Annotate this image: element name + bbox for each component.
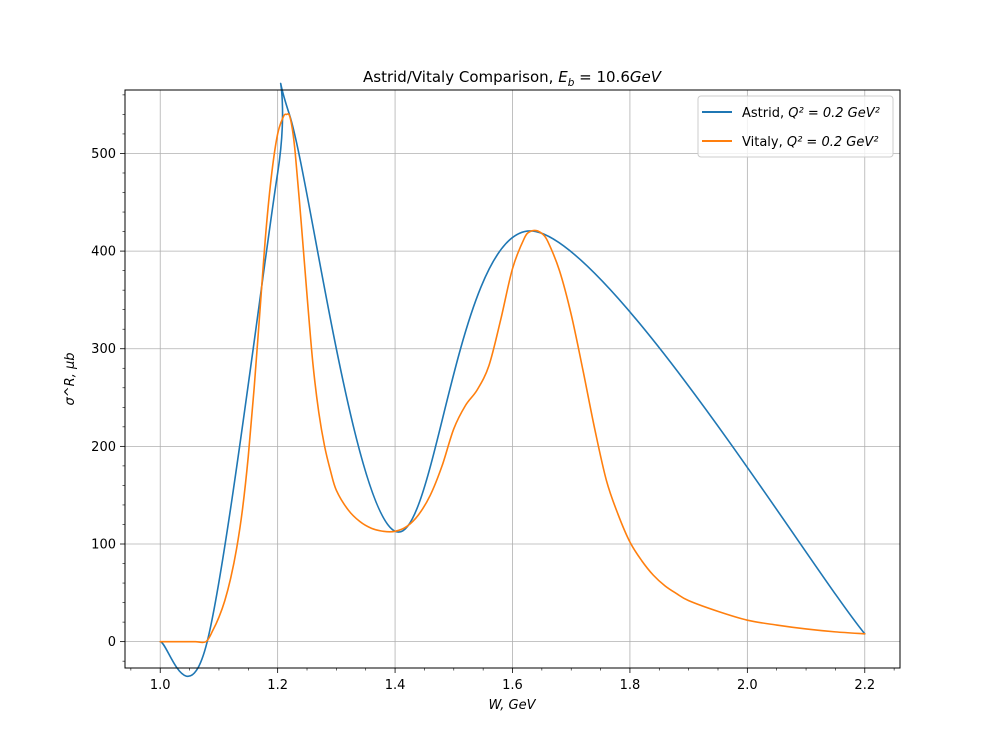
legend-box: [697, 95, 894, 158]
x-axis-label: W, GeV: [488, 698, 536, 713]
x-tick-label: 1.0: [150, 678, 171, 693]
chart-title: Astrid/Vitaly Comparison, Eb = 10.6GeV: [363, 68, 663, 89]
x-tick-label: 1.8: [620, 678, 641, 693]
y-axis: 0 100 200 300 400 500: [91, 94, 125, 662]
legend-label-vitaly: Vitaly, Q² = 0.2 GeV²: [742, 135, 878, 150]
x-axis: 1.0 1.2 1.4 1.6 1.8 2.0 2.2: [130, 668, 895, 693]
chart-title-var: E: [558, 68, 568, 86]
legend-label-astrid: Astrid, Q² = 0.2 GeV²: [742, 106, 880, 121]
legend-label-vitaly-eq: Q² = 0.2 GeV²: [787, 135, 879, 150]
chart-title-eq: = 10.6: [574, 68, 630, 86]
chart-title-sub: b: [568, 77, 575, 89]
y-axis-label: σ^R, μb: [63, 353, 78, 406]
series-line-vitaly: [159, 113, 866, 644]
grid-lines: [125, 90, 900, 668]
y-tick-label: 200: [91, 440, 116, 455]
y-tick-label: 0: [108, 635, 116, 650]
legend-label-vitaly-prefix: Vitaly,: [742, 135, 787, 150]
y-tick-label: 400: [91, 245, 116, 260]
plot-lines: [159, 82, 866, 677]
x-tick-label: 1.2: [267, 678, 288, 693]
y-tick-label: 100: [91, 538, 116, 553]
legend-label-astrid-eq: Q² = 0.2 GeV²: [788, 106, 880, 121]
x-tick-label: 2.2: [854, 678, 875, 693]
x-tick-label: 1.4: [385, 678, 406, 693]
chart-title-prefix: Astrid/Vitaly Comparison,: [363, 68, 558, 86]
legend: Astrid, Q² = 0.2 GeV² Vitaly, Q² = 0.2 G…: [697, 95, 894, 158]
series-line-astrid: [159, 82, 866, 677]
y-tick-label: 500: [91, 147, 116, 162]
chart-title-unit: GeV: [630, 68, 663, 86]
y-tick-label: 300: [91, 342, 116, 357]
x-tick-label: 1.6: [502, 678, 523, 693]
legend-label-astrid-prefix: Astrid,: [742, 106, 788, 121]
x-tick-label: 2.0: [737, 678, 758, 693]
